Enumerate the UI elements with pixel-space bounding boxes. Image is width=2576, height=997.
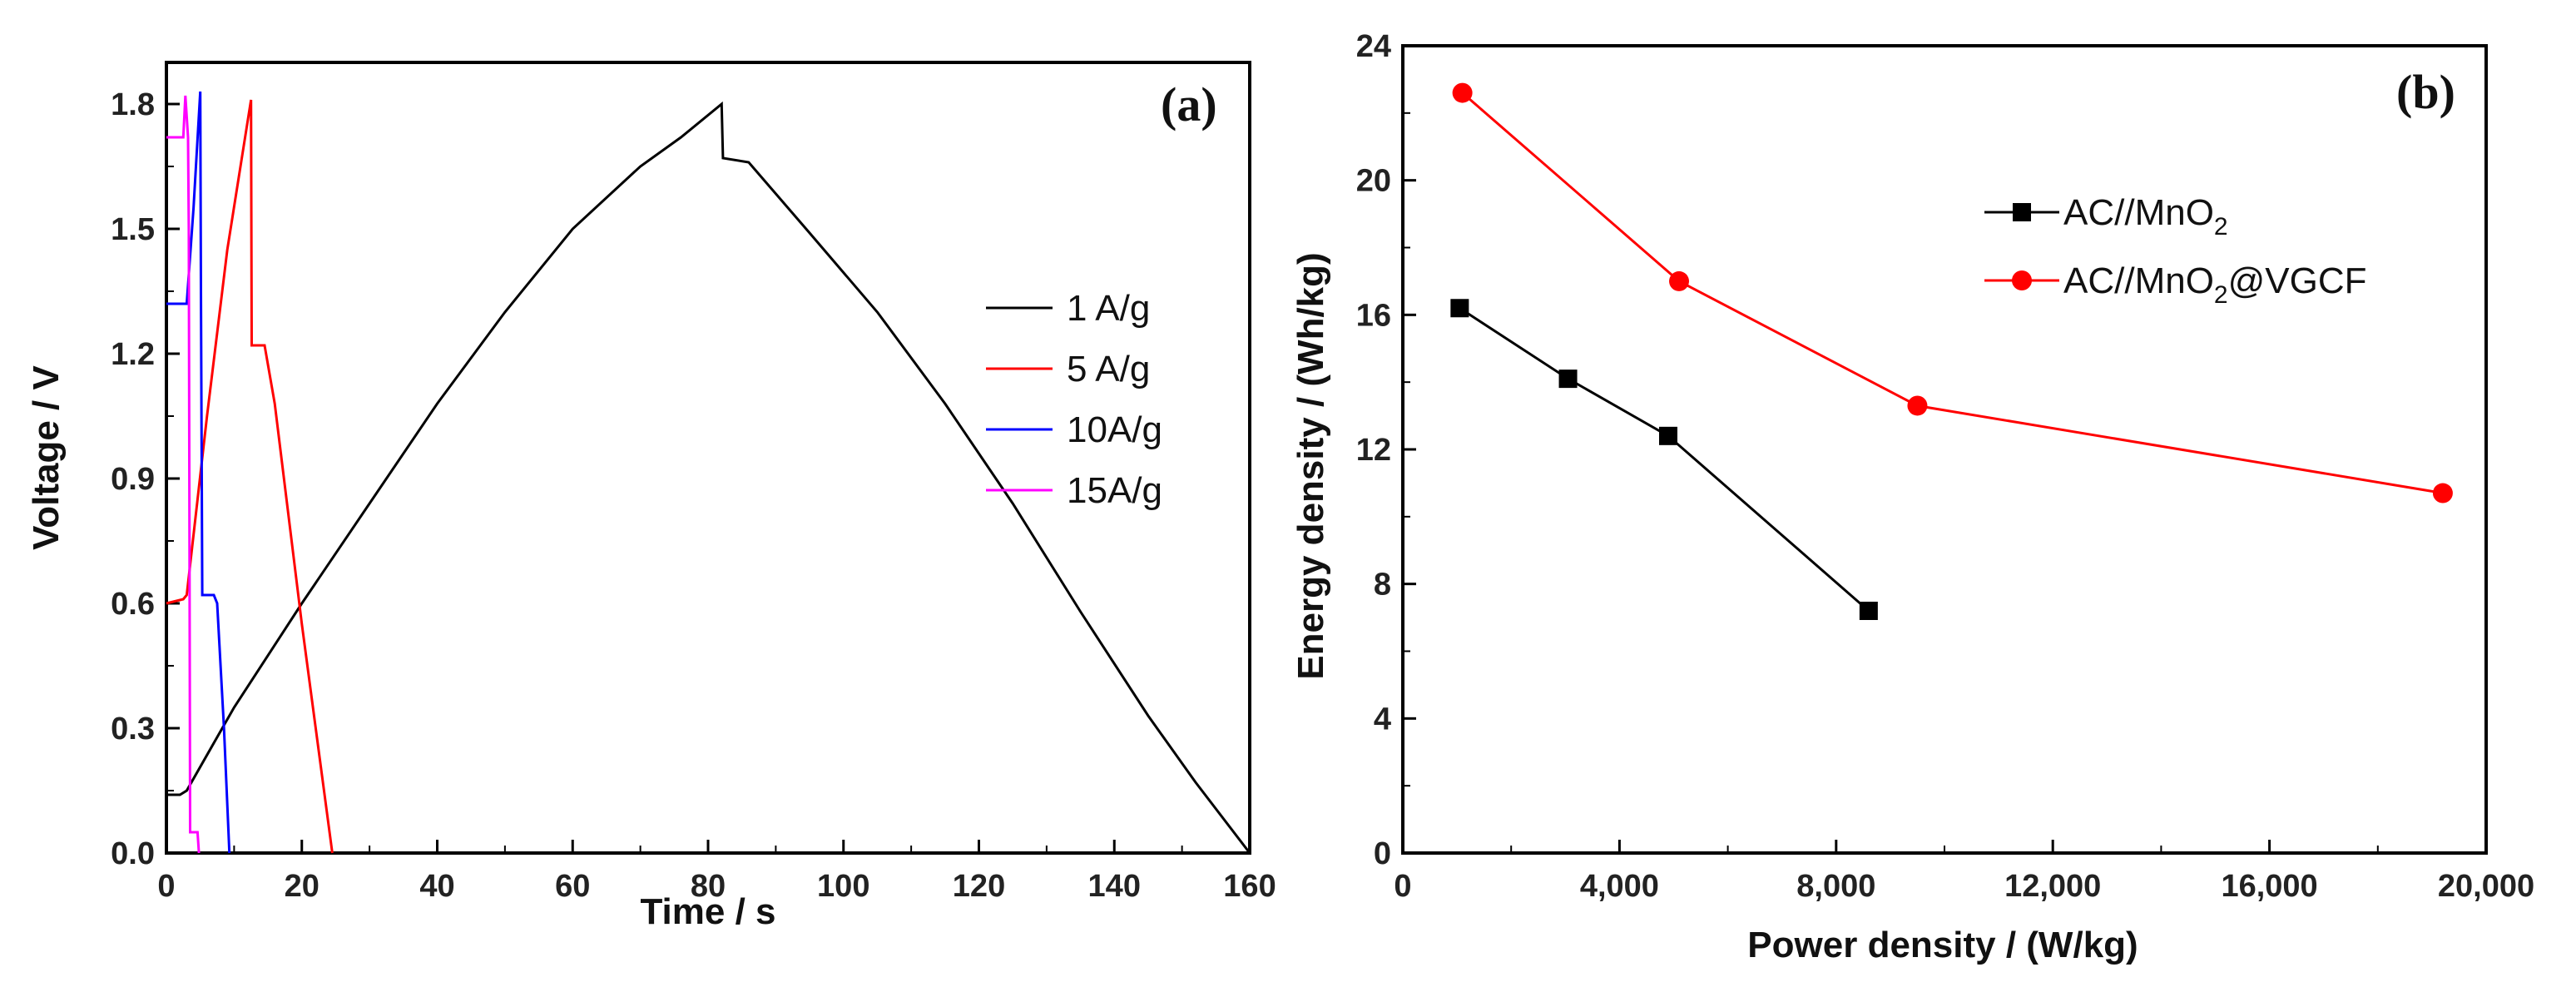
legend-label-b-0: AC//MnO2 xyxy=(2063,192,2228,241)
data-point-b-1 xyxy=(2432,483,2453,503)
x-tick-label-a: 120 xyxy=(953,869,1005,904)
x-tick-label-a: 80 xyxy=(691,869,726,904)
y-tick-label-a: 1.8 xyxy=(111,87,155,122)
legend-label-a-1: 5 A/g xyxy=(1067,349,1150,389)
y-tick-label-a: 1.2 xyxy=(111,337,155,372)
x-tick-label-b: 8,000 xyxy=(1796,869,1875,904)
x-tick-label-a: 140 xyxy=(1088,869,1141,904)
x-tick-label-b: 16,000 xyxy=(2221,869,2317,904)
y-tick-label-b: 12 xyxy=(1356,433,1391,468)
legend-marker-b-0 xyxy=(2013,203,2031,221)
legend-label-b-1: AC//MnO2@VGCF xyxy=(2063,260,2367,309)
x-tick-label-b: 20,000 xyxy=(2438,869,2534,904)
y-tick-label-a: 0.6 xyxy=(111,587,155,622)
y-tick-label-a: 0.0 xyxy=(111,836,155,871)
y-tick-label-b: 20 xyxy=(1356,164,1391,199)
data-point-b-1 xyxy=(1452,82,1473,103)
chart-b: 0 4,000 8,000 12,000 16,000 20,000 0 4 8 12 16 20 24… xyxy=(1290,29,2534,965)
legend-label-a-0: 1 A/g xyxy=(1067,288,1150,329)
series-line-b-1 xyxy=(1461,92,2444,494)
x-tick-label-a: 160 xyxy=(1223,869,1276,904)
x-axis-label-a: Time / s xyxy=(640,891,775,932)
x-tick-label-a: 100 xyxy=(817,869,869,904)
data-point-b-0 xyxy=(1450,299,1469,318)
x-tick-label-a: 20 xyxy=(285,869,320,904)
y-tick-label-a: 0.9 xyxy=(111,462,155,497)
y-axis-label-b: Energy density / (Wh/kg) xyxy=(1290,252,1331,679)
legend-label-a-2: 10A/g xyxy=(1067,409,1162,450)
data-point-b-0 xyxy=(1859,602,1878,620)
data-point-b-1 xyxy=(1907,395,1928,416)
series-line-a-0 xyxy=(166,101,1251,854)
series-line-a-3 xyxy=(166,95,201,854)
panel-label-b: (b) xyxy=(2396,65,2455,119)
y-tick-label-a: 1.5 xyxy=(111,212,155,247)
x-tick-label-b: 4,000 xyxy=(1580,869,1659,904)
x-tick-label-a: 40 xyxy=(419,869,454,904)
y-tick-label-b: 4 xyxy=(1374,702,1391,737)
plot-frame-b xyxy=(1401,44,2488,855)
x-tick-label-a: 60 xyxy=(555,869,590,904)
x-tick-label-b: 0 xyxy=(1394,869,1411,904)
data-point-b-1 xyxy=(1669,270,1690,291)
data-point-b-0 xyxy=(1658,426,1677,445)
series-line-b-0 xyxy=(1459,307,1870,613)
y-axis-label-a: Voltage / V xyxy=(26,365,67,550)
y-tick-label-b: 24 xyxy=(1356,29,1391,64)
x-tick-label-a: 0 xyxy=(157,869,175,904)
plot-frame-a xyxy=(165,61,1251,855)
legend-marker-b-1 xyxy=(2012,270,2032,290)
chart-a: 0 20 40 60 80 100 120 140 160 0.0 0.3 0.6 0.9 1.2 1.5 1… xyxy=(26,61,1276,932)
y-tick-label-a: 0.3 xyxy=(111,712,155,747)
data-point-b-0 xyxy=(1558,370,1578,389)
x-axis-label-b: Power density / (W/kg) xyxy=(1747,925,2138,965)
series-line-a-2 xyxy=(166,91,231,854)
y-tick-label-b: 0 xyxy=(1374,836,1391,871)
series-line-a-1 xyxy=(166,99,334,854)
y-tick-label-b: 16 xyxy=(1356,298,1391,333)
panel-label-a: (a) xyxy=(1161,77,1217,131)
legend-label-a-3: 15A/g xyxy=(1067,470,1162,511)
y-tick-label-b: 8 xyxy=(1374,568,1391,603)
x-tick-label-b: 12,000 xyxy=(2004,869,2101,904)
